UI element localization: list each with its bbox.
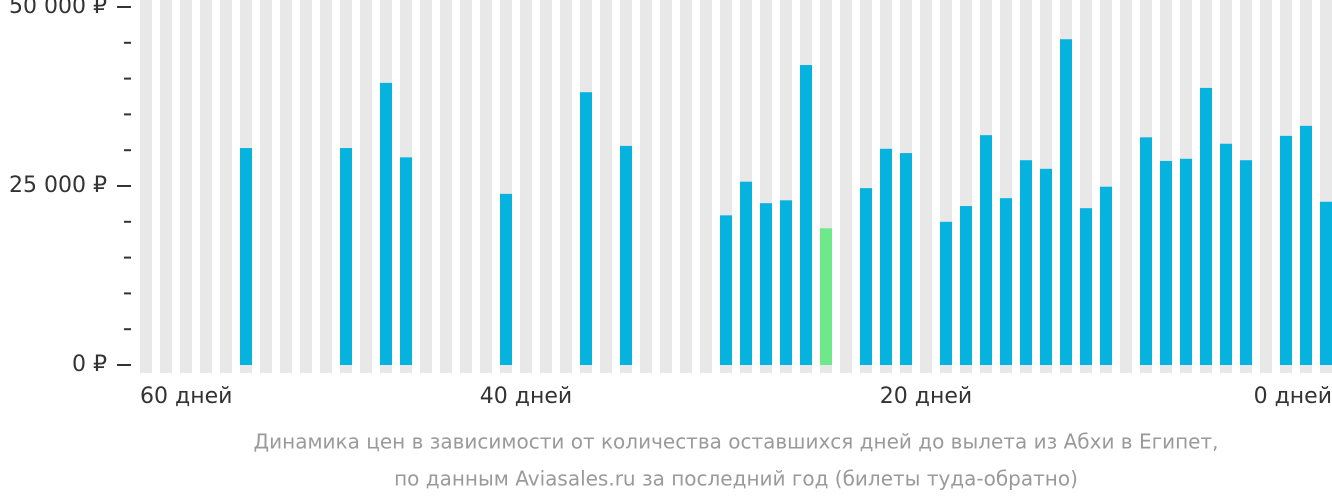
bar	[780, 200, 792, 365]
background-column	[640, 0, 652, 373]
y-tick-label: 0 ₽	[72, 352, 107, 377]
bar	[400, 157, 412, 365]
background-column	[520, 0, 532, 373]
bar	[620, 145, 632, 365]
background-column	[1260, 0, 1272, 373]
background-column	[160, 0, 172, 373]
background-column	[180, 0, 192, 373]
bar	[900, 153, 912, 365]
bar	[880, 148, 892, 365]
background-column	[660, 0, 672, 373]
bar	[720, 215, 732, 365]
bar	[1220, 143, 1232, 365]
bar	[1100, 186, 1112, 365]
bar	[1240, 160, 1252, 365]
bar	[1180, 158, 1192, 365]
background-column	[480, 0, 492, 373]
background-column	[300, 0, 312, 373]
bar	[1140, 137, 1152, 365]
background-column	[320, 0, 332, 373]
x-tick-label: 40 дней	[480, 384, 572, 409]
bar	[960, 206, 972, 365]
background-column	[440, 0, 452, 373]
background-column	[540, 0, 552, 373]
background-column	[360, 0, 372, 373]
background-column	[280, 0, 292, 373]
background-column	[1120, 0, 1132, 373]
background-column	[200, 0, 212, 373]
bar	[1080, 208, 1092, 365]
background-column	[840, 0, 852, 373]
bar	[1320, 201, 1332, 365]
bar	[1300, 125, 1312, 365]
background-column	[680, 0, 692, 373]
x-tick-label: 0 дней	[1254, 384, 1332, 409]
bar	[1020, 160, 1032, 365]
bar	[1000, 198, 1012, 365]
x-tick-label: 20 дней	[880, 384, 972, 409]
background-column	[560, 0, 572, 373]
bar	[1160, 160, 1172, 365]
bar	[240, 148, 252, 365]
bar	[800, 64, 812, 365]
background-column	[460, 0, 472, 373]
bar	[500, 193, 512, 365]
caption-line: Динамика цен в зависимости от количества…	[254, 430, 1219, 454]
bar	[580, 92, 592, 365]
bar	[1280, 135, 1292, 365]
background-column	[260, 0, 272, 373]
bar	[980, 135, 992, 365]
bar	[1060, 39, 1072, 365]
x-tick-label: 60 дней	[140, 384, 232, 409]
bar	[1040, 168, 1052, 365]
y-tick-label: 50 000 ₽	[9, 0, 107, 19]
bar	[380, 82, 392, 366]
background-column	[140, 0, 152, 373]
bar	[740, 181, 752, 365]
bar	[820, 228, 832, 365]
caption-line: по данным Aviasales.ru за последний год …	[394, 467, 1078, 491]
bar	[860, 188, 872, 365]
bar	[760, 203, 772, 365]
background-column	[920, 0, 932, 373]
background-column	[700, 0, 712, 373]
bar	[340, 148, 352, 365]
background-column	[220, 0, 232, 373]
bar	[1200, 87, 1212, 366]
background-column	[600, 0, 612, 373]
y-tick-label: 25 000 ₽	[9, 173, 107, 198]
background-column	[420, 0, 432, 373]
bar	[940, 221, 952, 365]
